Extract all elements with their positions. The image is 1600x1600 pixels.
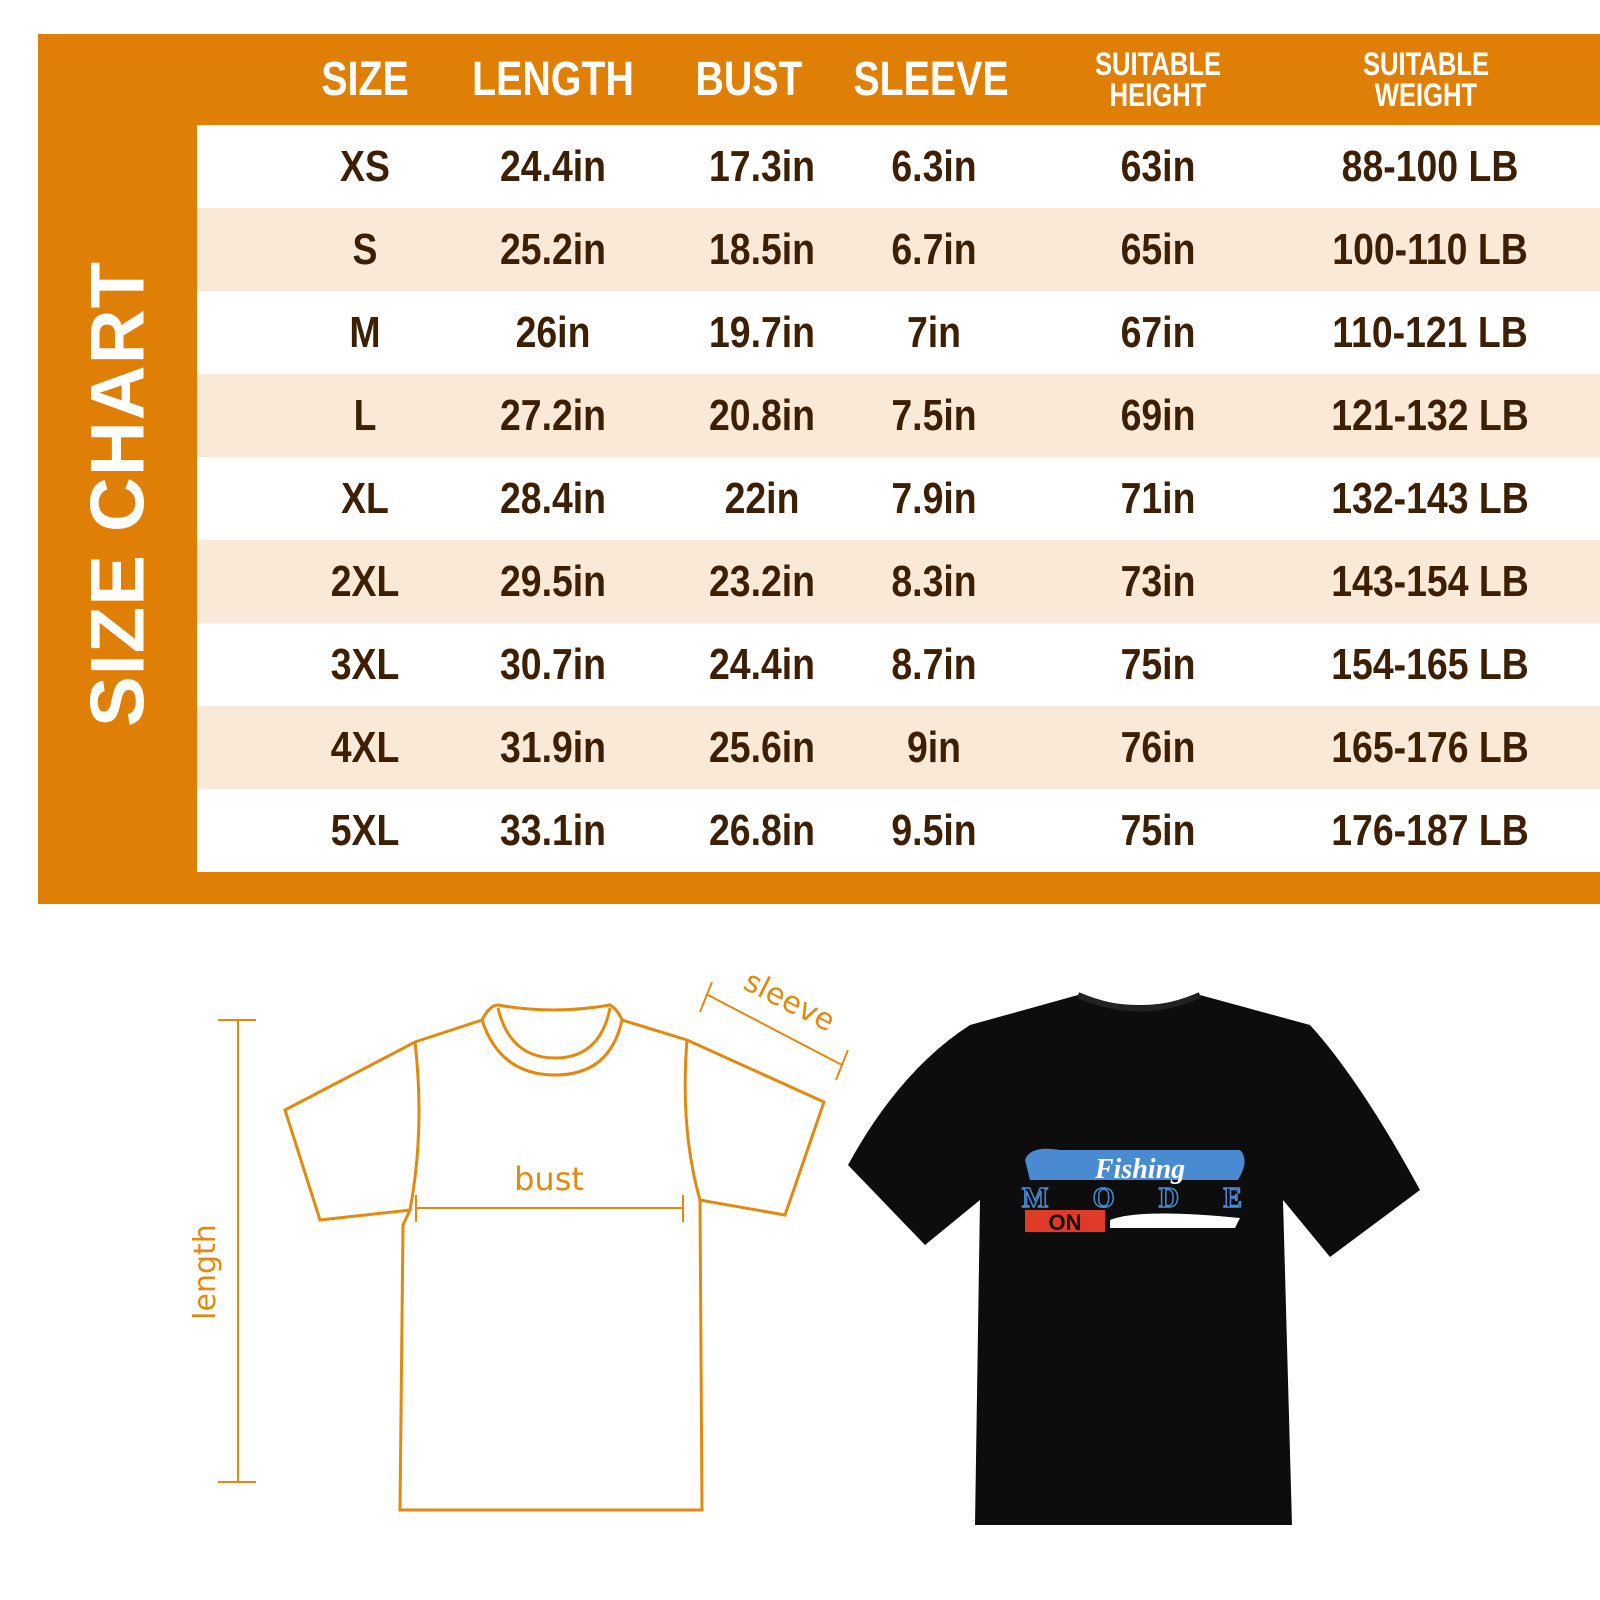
cell-length: 26in xyxy=(515,308,591,357)
header-size: SIZE xyxy=(321,53,409,106)
cell-length: 33.1in xyxy=(499,806,607,855)
cell-height: 75in xyxy=(1120,806,1196,855)
header-sleeve: SLEEVE xyxy=(853,53,1009,106)
print-on: ON xyxy=(1049,1210,1082,1235)
bust-label: bust xyxy=(514,1160,584,1198)
cell-size: 2XL xyxy=(330,557,400,606)
header-length: LENGTH xyxy=(472,53,634,106)
cell-bust: 24.4in xyxy=(708,640,816,689)
cell-sleeve: 6.7in xyxy=(891,225,977,274)
table-row: XL 28.4in 22in 7.9in 71in 132-143 LB xyxy=(197,457,1600,540)
cell-length: 25.2in xyxy=(499,225,607,274)
cell-weight: 121-132 LB xyxy=(1331,391,1529,440)
measure-lines xyxy=(218,981,849,1483)
cell-height: 76in xyxy=(1120,723,1196,772)
length-label: length xyxy=(188,1224,223,1320)
sleeve-label: sleeve xyxy=(738,964,840,1039)
cell-size: S xyxy=(352,225,378,274)
cell-bust: 18.5in xyxy=(708,225,816,274)
table-row: 4XL 31.9in 25.6in 9in 76in 165-176 LB xyxy=(197,706,1600,789)
cell-length: 27.2in xyxy=(499,391,607,440)
header-suitable-weight: SUITABLE WEIGHT xyxy=(1363,34,1489,125)
cell-weight: 176-187 LB xyxy=(1331,806,1529,855)
cell-length: 29.5in xyxy=(499,557,607,606)
cell-sleeve: 7in xyxy=(906,308,962,357)
cell-height: 75in xyxy=(1120,640,1196,689)
cell-bust: 23.2in xyxy=(708,557,816,606)
cell-weight: 88-100 LB xyxy=(1341,142,1519,191)
table-row: 5XL 33.1in 26.8in 9.5in 75in 176-187 LB xyxy=(197,789,1600,872)
cell-bust: 22in xyxy=(724,474,800,523)
table-row: XS 24.4in 17.3in 6.3in 63in 88-100 LB xyxy=(197,125,1600,208)
cell-sleeve: 8.7in xyxy=(891,640,977,689)
header-suitable-height: SUITABLE HEIGHT xyxy=(1095,34,1221,125)
cell-height: 67in xyxy=(1120,308,1196,357)
cell-height: 73in xyxy=(1120,557,1196,606)
cell-height: 65in xyxy=(1120,225,1196,274)
size-table: XS 24.4in 17.3in 6.3in 63in 88-100 LB S 25.2in 1… xyxy=(197,125,1600,872)
cell-size: L xyxy=(353,391,377,440)
table-row: L 27.2in 20.8in 7.5in 69in 121-132 LB xyxy=(197,374,1600,457)
shirt-outline-icon xyxy=(283,1003,826,1512)
cell-sleeve: 9.5in xyxy=(891,806,977,855)
cell-height: 69in xyxy=(1120,391,1196,440)
header-line: SUITABLE xyxy=(1094,45,1222,82)
table-row: S 25.2in 18.5in 6.7in 65in 100-110 LB xyxy=(197,208,1600,291)
header-line: SUITABLE xyxy=(1362,45,1490,82)
shirt-diagrams: bust length sleeve Fishing MODE ON xyxy=(188,964,1420,1525)
cell-size: 3XL xyxy=(330,640,400,689)
table-row: 3XL 30.7in 24.4in 8.7in 75in 154-165 LB xyxy=(197,623,1600,706)
cell-bust: 17.3in xyxy=(708,142,816,191)
table-row: M 26in 19.7in 7in 67in 110-121 LB xyxy=(197,291,1600,374)
cell-size: 5XL xyxy=(330,806,400,855)
cell-weight: 165-176 LB xyxy=(1331,723,1529,772)
cell-size: 4XL xyxy=(330,723,400,772)
title-text: SIZE CHART xyxy=(75,261,161,727)
table-row: 2XL 29.5in 23.2in 8.3in 73in 143-154 LB xyxy=(197,540,1600,623)
cell-bust: 26.8in xyxy=(708,806,816,855)
cell-length: 30.7in xyxy=(499,640,607,689)
cell-size: XL xyxy=(341,474,389,523)
cell-weight: 132-143 LB xyxy=(1331,474,1529,523)
cell-size: XS xyxy=(340,142,390,191)
header-bust: BUST xyxy=(695,53,803,106)
cell-sleeve: 7.9in xyxy=(891,474,977,523)
cell-bust: 20.8in xyxy=(708,391,816,440)
cell-height: 63in xyxy=(1120,142,1196,191)
cell-bust: 25.6in xyxy=(708,723,816,772)
cell-sleeve: 9in xyxy=(906,723,962,772)
cell-weight: 154-165 LB xyxy=(1331,640,1529,689)
print-fishing: Fishing xyxy=(1094,1154,1185,1185)
black-tshirt-image: Fishing MODE ON xyxy=(848,992,1420,1525)
cell-sleeve: 7.5in xyxy=(891,391,977,440)
cell-weight: 110-121 LB xyxy=(1332,308,1528,357)
cell-sleeve: 8.3in xyxy=(891,557,977,606)
header-line: HEIGHT xyxy=(1109,76,1207,113)
header-line: WEIGHT xyxy=(1374,76,1478,113)
fishing-lure-icon xyxy=(1110,1213,1240,1228)
cell-weight: 143-154 LB xyxy=(1331,557,1529,606)
cell-bust: 19.7in xyxy=(708,308,816,357)
cell-sleeve: 6.3in xyxy=(891,142,977,191)
size-chart-title: SIZE CHART xyxy=(38,34,197,904)
cell-length: 24.4in xyxy=(499,142,607,191)
cell-height: 71in xyxy=(1120,474,1196,523)
cell-size: M xyxy=(349,308,381,357)
cell-weight: 100-110 LB xyxy=(1332,225,1528,274)
cell-length: 31.9in xyxy=(499,723,607,772)
cell-length: 28.4in xyxy=(499,474,607,523)
